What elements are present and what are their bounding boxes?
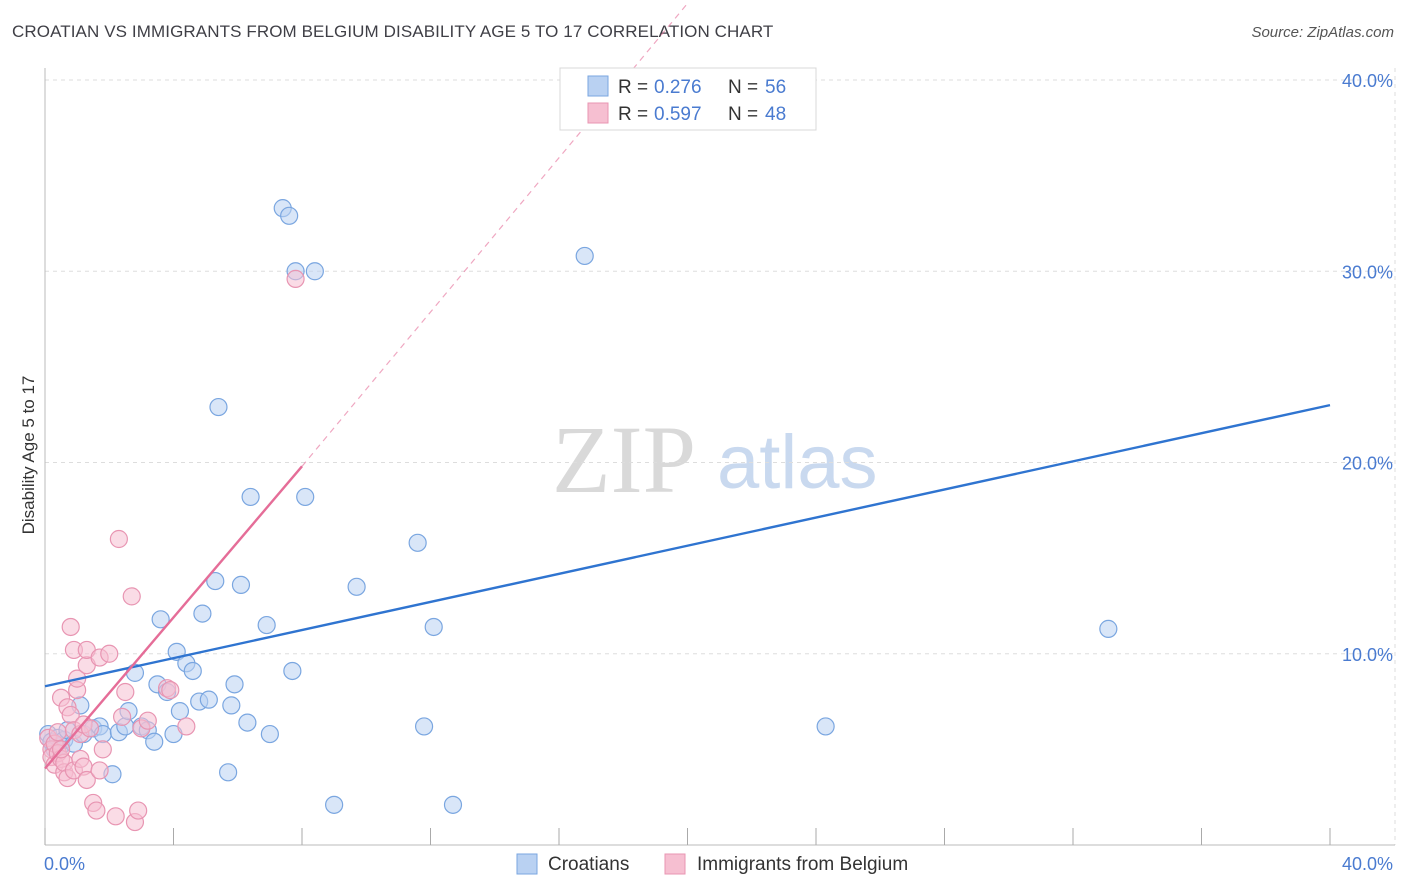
belgium-point — [129, 801, 148, 820]
stats-legend: R = 0.276 N = 56 R = 0.597 N = 48 — [559, 67, 817, 131]
croatians-trend-line — [44, 403, 1331, 688]
legend-croatians-swatch — [516, 853, 538, 875]
croatians-point — [231, 575, 251, 595]
croatians-point — [443, 795, 463, 814]
croatians-point — [260, 724, 279, 744]
tick-labels: 10.0% 20.0% 30.0% 40.0% 0.0% 40.0% — [44, 71, 1393, 874]
croatians-point — [305, 262, 324, 281]
croatians-point — [414, 717, 434, 736]
legend-croatians-label: Croatians — [548, 854, 629, 875]
croatians-point — [408, 533, 427, 552]
legend-r-label-1: R = — [618, 77, 648, 98]
croatians-point — [347, 577, 366, 596]
series-immigrants-from-belgium — [39, 269, 305, 832]
croatians-point — [170, 702, 190, 721]
belgium-point — [77, 770, 96, 790]
croatians-point — [283, 661, 302, 681]
y-tick-label: 10.0% — [1342, 645, 1393, 665]
croatians-point — [816, 717, 835, 736]
croatians-point — [238, 713, 257, 732]
chart-title: CROATIAN VS IMMIGRANTS FROM BELGIUM DISA… — [12, 22, 774, 41]
legend-swatch-pink — [587, 102, 609, 124]
croatians-point — [424, 617, 443, 637]
belgium-point — [177, 717, 196, 736]
croatians-point — [145, 732, 164, 751]
belgium-point — [87, 801, 106, 820]
x-tick-label: 0.0% — [44, 854, 85, 874]
y-tick-label: 20.0% — [1342, 454, 1393, 474]
belgium-point — [116, 682, 135, 702]
croatians-point — [222, 696, 241, 715]
legend-r-value-1: 0.276 — [654, 77, 702, 98]
croatians-point — [151, 610, 170, 629]
x-tick-label: 40.0% — [1342, 854, 1393, 874]
belgium-point — [138, 711, 157, 730]
legend-swatch-blue — [587, 75, 609, 97]
belgium-point — [112, 707, 132, 726]
croatians-point — [209, 397, 228, 417]
belgium-point — [100, 644, 119, 663]
belgium-point — [90, 761, 109, 780]
belgium-point — [80, 719, 100, 738]
croatians-point — [199, 690, 218, 709]
croatians-point — [1099, 619, 1118, 638]
legend-n-value-2: 48 — [765, 104, 786, 125]
croatians-point — [325, 795, 344, 814]
axes — [44, 68, 1395, 846]
croatians-point — [575, 246, 594, 266]
belgium-point — [106, 807, 125, 826]
y-tick-label: 40.0% — [1342, 71, 1393, 91]
croatians-point — [280, 206, 299, 225]
watermark-zip: ZIP — [552, 406, 696, 513]
belgium-point — [122, 587, 141, 606]
series-legend: Croatians Immigrants from Belgium — [516, 853, 908, 875]
belgium-trend-extension — [301, 3, 688, 467]
belgium-point — [286, 269, 305, 288]
belgium-point — [161, 680, 180, 700]
croatians-point — [296, 487, 315, 507]
legend-belgium-label: Immigrants from Belgium — [697, 854, 908, 875]
belgium-point — [61, 617, 80, 637]
croatians-point — [241, 487, 260, 507]
y-axis-title: Disability Age 5 to 17 — [19, 376, 38, 535]
legend-r-label-2: R = — [618, 104, 648, 125]
source-label: Source: ZipAtlas.com — [1251, 24, 1394, 41]
belgium-point — [48, 723, 67, 742]
croatians-point — [219, 763, 238, 782]
belgium-point — [93, 740, 112, 759]
belgium-point — [109, 529, 128, 549]
belgium-trend-line — [44, 465, 303, 770]
legend-r-value-2: 0.597 — [654, 104, 702, 125]
croatians-point — [183, 661, 202, 681]
croatians-point — [206, 571, 225, 591]
legend-n-label-1: N = — [728, 77, 758, 98]
croatians-point — [193, 604, 212, 623]
trend-lines — [44, 3, 1331, 770]
croatians-point — [257, 615, 276, 635]
croatians-point — [225, 675, 244, 694]
y-tick-label: 30.0% — [1342, 262, 1393, 282]
legend-belgium-swatch — [664, 853, 686, 875]
legend-n-value-1: 56 — [765, 77, 786, 98]
legend-n-label-2: N = — [728, 104, 758, 125]
